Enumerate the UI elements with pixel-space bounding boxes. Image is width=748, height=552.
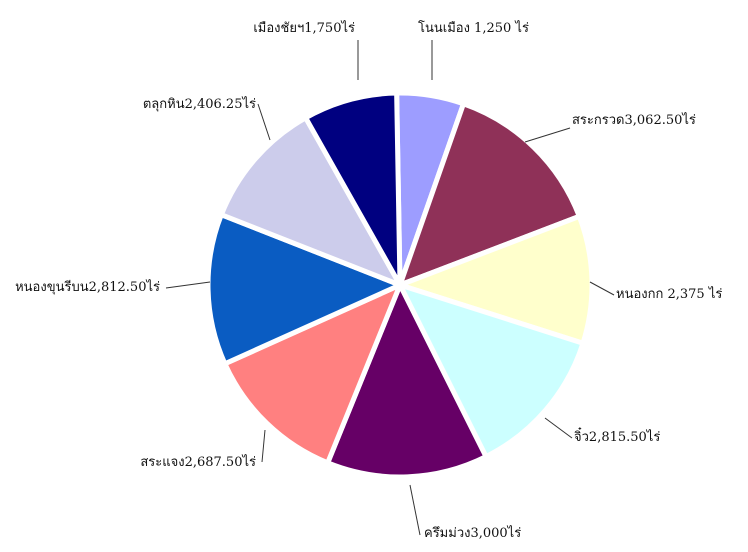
pie-slice [395, 280, 587, 461]
slice-label: สระแจง2,687.50ไร่ [140, 454, 256, 470]
pie-slice [205, 211, 407, 368]
slice-label: หนองกก 2,375 ไร่ [616, 286, 722, 302]
label-leader-line [261, 429, 266, 463]
slice-label: ตลุกหิน2,406.25ไร่ [143, 96, 256, 112]
slice-labels: โนนเมือง 1,250 ไร่สระกรวด3,062.50ไร่หนอง… [15, 20, 722, 541]
label-leader-line [589, 281, 615, 296]
slice-label: ครึมม่วง3,000ไร่ [424, 525, 521, 541]
slice-label: หนองขุนรีบน2,812.50ไร่ [15, 279, 160, 295]
pie-slice [218, 114, 406, 290]
pie-slice [395, 100, 583, 290]
label-leaders [165, 40, 615, 536]
slice-label: จิ๋ว2,815.50ไร่ [574, 427, 661, 445]
label-leader-line [524, 127, 571, 143]
pie-slice [302, 90, 403, 287]
slice-label: โนนเมือง 1,250 ไร่ [418, 20, 529, 36]
label-leader-line [409, 484, 421, 536]
pie-slices [205, 90, 595, 480]
label-leader-line [544, 417, 573, 439]
pie-slice [221, 280, 405, 467]
label-leader-line [257, 103, 271, 141]
pie-slice [392, 213, 595, 347]
slice-label: สระกรวด3,062.50ไร่ [572, 112, 696, 128]
pie-slice [324, 278, 490, 480]
label-leader-line [165, 281, 211, 289]
slice-label: เมืองชัยฯ1,750ไร่ [253, 20, 355, 36]
